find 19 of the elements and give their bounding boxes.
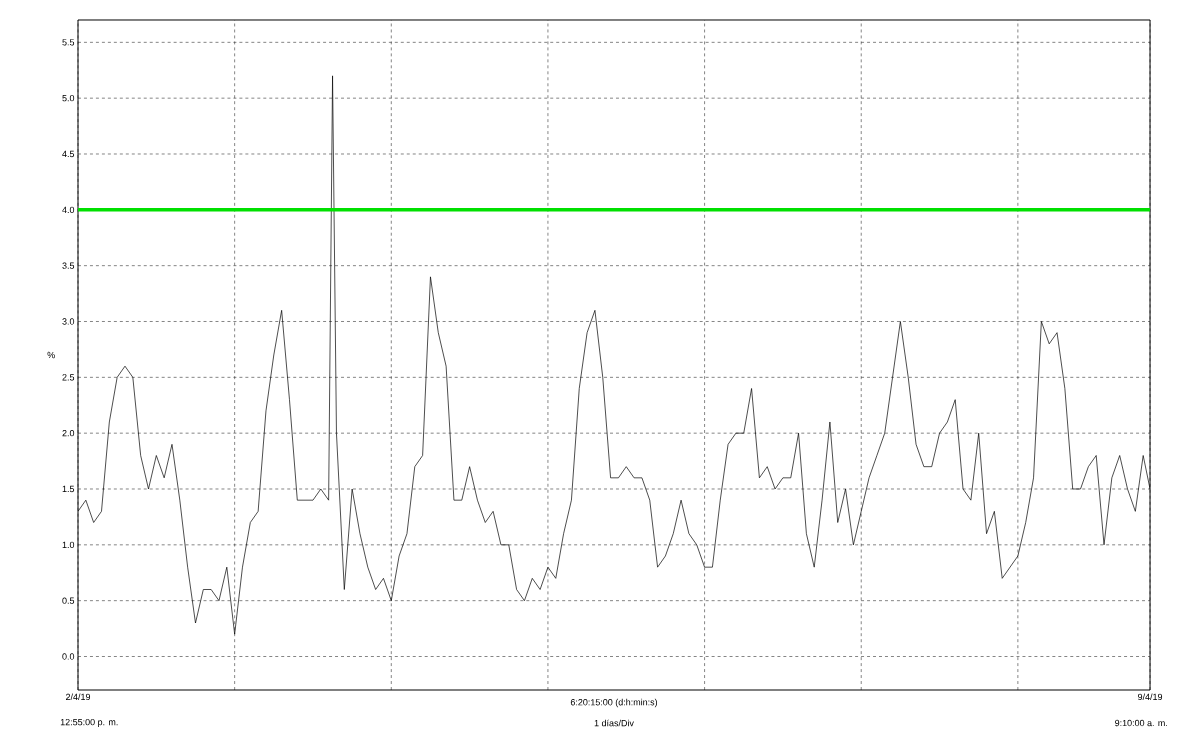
- text: 1 días/Div: [594, 719, 634, 727]
- y-tick-label: 1.0: [62, 541, 75, 549]
- text: 12:55:00 p. m.: [60, 718, 118, 728]
- y-tick-label: 3.5: [62, 262, 75, 269]
- y-tick-label: 4.5: [62, 150, 75, 158]
- text: 9:10:00 a. m.: [1115, 719, 1167, 727]
- y-tick-label: 0.0: [62, 653, 75, 660]
- y-tick-label: 5.0: [62, 94, 75, 102]
- y-tick-label: 5.5: [62, 39, 75, 46]
- y-tick-label: 1.5: [62, 485, 75, 493]
- y-axis-title: %: [47, 351, 55, 359]
- x-tick-label: 9/4/19: [1137, 693, 1163, 701]
- y-tick-label: 4.0: [62, 206, 75, 214]
- y-tick-label: 3.0: [62, 318, 75, 325]
- y-tick-label: 0.5: [62, 597, 75, 604]
- y-tick-label: 2.5: [62, 374, 75, 381]
- x-tick-label: 2/4/19: [65, 693, 91, 701]
- x-axis-title: 6:20:15:00 (d:h:min:s): [570, 698, 658, 708]
- y-tick-label: 2.0: [62, 429, 75, 437]
